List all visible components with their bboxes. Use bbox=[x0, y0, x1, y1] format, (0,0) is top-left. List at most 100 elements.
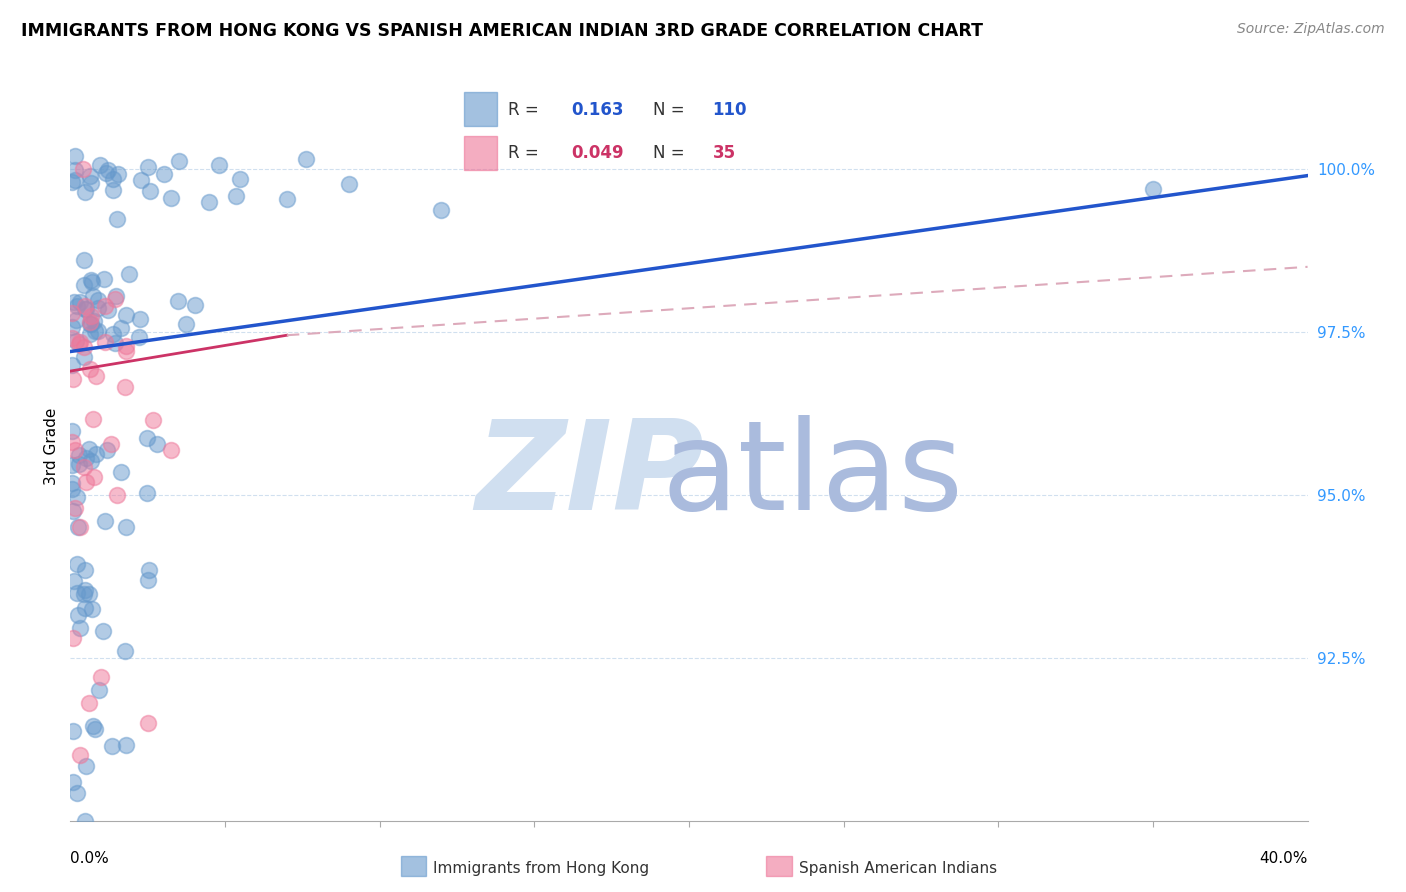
Point bbox=[65, 334, 87, 349]
Point bbox=[136, 574, 159, 588]
Point bbox=[84, 324, 107, 338]
Point bbox=[67, 448, 90, 462]
Point bbox=[75, 475, 97, 489]
Point bbox=[135, 431, 157, 445]
Point bbox=[103, 336, 125, 351]
Point bbox=[198, 194, 221, 209]
Point bbox=[66, 490, 89, 504]
Point bbox=[295, 153, 318, 167]
Point bbox=[135, 486, 157, 500]
Point bbox=[105, 488, 128, 502]
Point bbox=[337, 177, 360, 191]
Point bbox=[114, 308, 136, 322]
Point bbox=[77, 587, 100, 601]
Text: Spanish American Indians: Spanish American Indians bbox=[799, 862, 997, 876]
Point bbox=[129, 172, 152, 186]
Point bbox=[63, 294, 86, 309]
Point bbox=[72, 162, 94, 177]
Point bbox=[87, 301, 110, 315]
Point bbox=[79, 362, 101, 376]
Point bbox=[79, 317, 101, 331]
Point bbox=[79, 326, 101, 341]
Point bbox=[153, 168, 176, 182]
Point bbox=[100, 437, 122, 451]
Point bbox=[79, 273, 101, 287]
Point bbox=[110, 465, 132, 479]
Point bbox=[80, 318, 103, 332]
Point bbox=[115, 343, 138, 358]
Point bbox=[72, 350, 94, 364]
Point bbox=[73, 587, 96, 601]
Point bbox=[62, 475, 84, 490]
Point bbox=[94, 166, 117, 180]
Point bbox=[103, 172, 125, 186]
Point bbox=[62, 574, 84, 589]
Point bbox=[62, 723, 84, 738]
Point bbox=[105, 288, 128, 302]
Point bbox=[94, 334, 117, 349]
Point bbox=[65, 313, 87, 327]
Point bbox=[62, 775, 84, 789]
Point bbox=[75, 759, 97, 773]
Point bbox=[139, 184, 162, 198]
Point bbox=[77, 442, 100, 457]
Point bbox=[104, 292, 127, 306]
Point bbox=[63, 172, 86, 186]
Point bbox=[115, 339, 138, 353]
Text: Source: ZipAtlas.com: Source: ZipAtlas.com bbox=[1237, 22, 1385, 37]
Point bbox=[60, 424, 83, 438]
Point bbox=[94, 514, 117, 528]
Point bbox=[66, 558, 89, 572]
Point bbox=[75, 185, 97, 199]
Point bbox=[87, 293, 110, 307]
Point bbox=[96, 163, 118, 178]
Point bbox=[63, 442, 86, 457]
Point bbox=[80, 310, 103, 324]
Point bbox=[73, 459, 96, 474]
Text: 0.0%: 0.0% bbox=[70, 851, 110, 865]
Point bbox=[167, 294, 190, 309]
Point bbox=[101, 739, 124, 754]
Point bbox=[69, 294, 91, 309]
Point bbox=[93, 272, 115, 286]
Point bbox=[105, 211, 128, 226]
Point bbox=[83, 314, 105, 328]
Point bbox=[73, 253, 96, 268]
Point bbox=[73, 340, 96, 354]
Point bbox=[276, 192, 298, 206]
Point bbox=[60, 482, 83, 496]
Point bbox=[136, 160, 159, 174]
Point bbox=[73, 814, 96, 828]
Point bbox=[83, 722, 105, 736]
Point bbox=[80, 602, 103, 616]
Point bbox=[60, 330, 83, 344]
Point bbox=[115, 739, 138, 753]
Point bbox=[94, 299, 117, 313]
Point bbox=[229, 171, 252, 186]
Point bbox=[114, 380, 136, 394]
Point bbox=[183, 298, 205, 312]
Point bbox=[136, 715, 159, 730]
Point bbox=[69, 335, 91, 350]
Point bbox=[69, 520, 91, 534]
Text: 40.0%: 40.0% bbox=[1260, 851, 1308, 865]
Point bbox=[63, 163, 86, 178]
Point bbox=[80, 176, 103, 190]
Point bbox=[138, 563, 160, 577]
Point bbox=[167, 153, 190, 168]
Point bbox=[82, 289, 104, 303]
Point bbox=[96, 442, 118, 457]
Point bbox=[79, 315, 101, 329]
Y-axis label: 3rd Grade: 3rd Grade bbox=[44, 408, 59, 484]
Point bbox=[118, 267, 141, 281]
Point bbox=[174, 317, 197, 331]
Point bbox=[62, 372, 84, 386]
Point bbox=[84, 447, 107, 461]
Point bbox=[60, 306, 83, 320]
Point bbox=[77, 697, 100, 711]
Point bbox=[75, 302, 97, 317]
Point bbox=[101, 327, 124, 342]
Point bbox=[60, 435, 83, 450]
Text: atlas: atlas bbox=[662, 416, 963, 536]
Point bbox=[82, 412, 104, 426]
